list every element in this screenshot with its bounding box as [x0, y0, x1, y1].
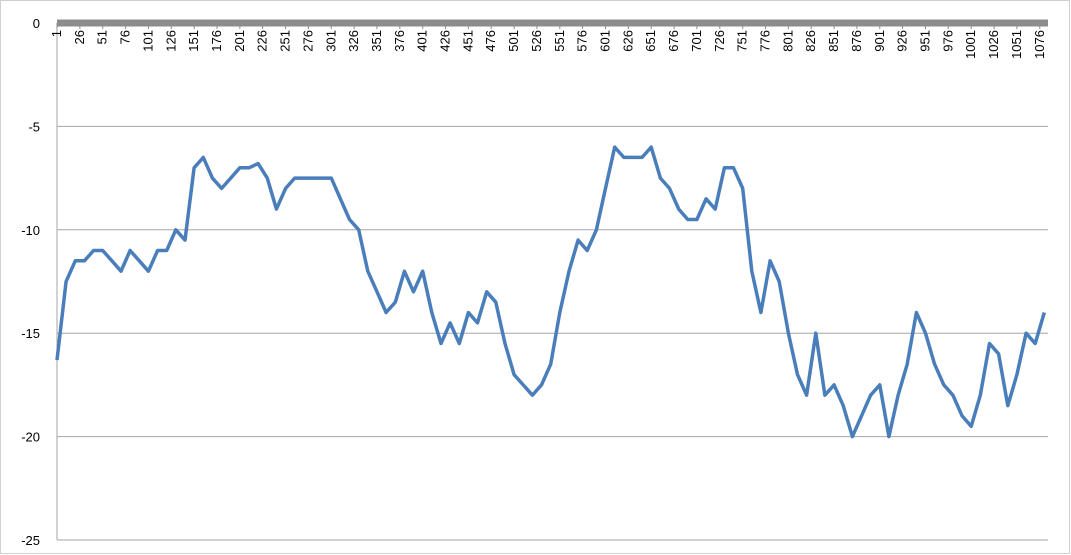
x-tick-label: 301: [323, 30, 338, 52]
x-tick-label: 451: [460, 30, 475, 52]
x-tick-label: 551: [552, 30, 567, 52]
x-tick-label: 676: [666, 30, 681, 52]
x-tick-label: 176: [209, 30, 224, 52]
x-tick-label: 201: [232, 30, 247, 52]
x-tick-label: 1076: [1032, 30, 1047, 59]
x-tick-label: 926: [895, 30, 910, 52]
x-tick-label: 601: [598, 30, 613, 52]
x-tick-label: 501: [506, 30, 521, 52]
x-tick-label: 1: [49, 30, 64, 37]
x-tick-label: 776: [758, 30, 773, 52]
x-tick-label: 26: [72, 30, 87, 44]
x-tick-label: 226: [255, 30, 270, 52]
x-tick-label: 701: [689, 30, 704, 52]
y-tick-label: -20: [21, 430, 40, 445]
x-tick-label: 826: [803, 30, 818, 52]
x-tick-label: 51: [95, 30, 110, 44]
x-tick-label: 951: [917, 30, 932, 52]
x-tick-label: 326: [346, 30, 361, 52]
x-tick-label: 726: [712, 30, 727, 52]
x-tick-label: 251: [278, 30, 293, 52]
x-tick-label: 876: [849, 30, 864, 52]
y-tick-label: -15: [21, 326, 40, 341]
x-tick-label: 76: [118, 30, 133, 44]
x-tick-label: 651: [643, 30, 658, 52]
x-tick-label: 751: [735, 30, 750, 52]
x-tick-label: 101: [140, 30, 155, 52]
y-tick-label: -10: [21, 223, 40, 238]
x-tick-label: 401: [415, 30, 430, 52]
x-tick-label: 851: [826, 30, 841, 52]
x-tick-label: 1001: [963, 30, 978, 59]
y-tick-label: -5: [28, 119, 40, 134]
data-line: [55, 145, 1046, 439]
x-tick-label: 526: [529, 30, 544, 52]
x-tick-label: 426: [438, 30, 453, 52]
x-tick-label: 576: [575, 30, 590, 52]
x-tick-label: 901: [872, 30, 887, 52]
x-tick-label: 376: [392, 30, 407, 52]
x-tick-label: 626: [620, 30, 635, 52]
x-tick-label: 801: [780, 30, 795, 52]
x-tick-label: 126: [163, 30, 178, 52]
x-tick-label: 476: [483, 30, 498, 52]
x-tick-label: 976: [940, 30, 955, 52]
x-tick-label: 1051: [1009, 30, 1024, 59]
x-tick-label: 1026: [986, 30, 1001, 59]
y-tick-label: -25: [21, 533, 40, 548]
x-tick-label: 351: [369, 30, 384, 52]
y-tick-label: 0: [33, 16, 40, 31]
x-tick-label: 276: [300, 30, 315, 52]
x-tick-label: 151: [186, 30, 201, 52]
